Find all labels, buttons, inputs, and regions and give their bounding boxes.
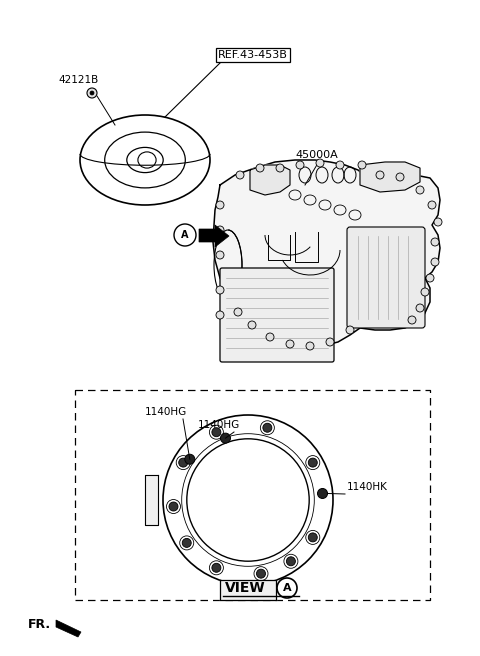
Circle shape bbox=[216, 311, 224, 319]
Circle shape bbox=[169, 502, 178, 511]
Circle shape bbox=[408, 316, 416, 324]
Circle shape bbox=[179, 458, 188, 467]
Polygon shape bbox=[250, 165, 290, 195]
Text: VIEW: VIEW bbox=[225, 581, 265, 595]
Text: REF.43-453B: REF.43-453B bbox=[218, 50, 288, 60]
Text: FR.: FR. bbox=[28, 619, 51, 632]
Text: 1140HK: 1140HK bbox=[347, 482, 388, 492]
Text: A: A bbox=[283, 583, 291, 593]
Circle shape bbox=[308, 533, 317, 542]
Circle shape bbox=[187, 439, 309, 561]
Polygon shape bbox=[220, 580, 276, 600]
Text: 1140HG: 1140HG bbox=[145, 407, 187, 417]
Circle shape bbox=[212, 564, 221, 572]
Circle shape bbox=[396, 173, 404, 181]
Polygon shape bbox=[56, 620, 81, 637]
Circle shape bbox=[306, 342, 314, 350]
Circle shape bbox=[216, 226, 224, 234]
Circle shape bbox=[428, 201, 436, 209]
Circle shape bbox=[286, 340, 294, 348]
Circle shape bbox=[236, 171, 244, 179]
Circle shape bbox=[317, 489, 327, 499]
Circle shape bbox=[308, 458, 317, 467]
Text: 1140HG: 1140HG bbox=[198, 420, 240, 430]
Circle shape bbox=[90, 91, 94, 95]
Circle shape bbox=[216, 286, 224, 294]
Circle shape bbox=[431, 238, 439, 246]
Polygon shape bbox=[213, 160, 440, 348]
Circle shape bbox=[287, 557, 295, 565]
Circle shape bbox=[212, 428, 221, 437]
Circle shape bbox=[263, 423, 272, 432]
Circle shape bbox=[276, 164, 284, 172]
FancyBboxPatch shape bbox=[220, 268, 334, 362]
Circle shape bbox=[185, 454, 195, 464]
Circle shape bbox=[336, 161, 344, 169]
Circle shape bbox=[346, 326, 354, 334]
Circle shape bbox=[296, 161, 304, 169]
Circle shape bbox=[421, 288, 429, 296]
Text: 42121B: 42121B bbox=[58, 75, 98, 85]
Polygon shape bbox=[145, 475, 158, 525]
FancyBboxPatch shape bbox=[347, 227, 425, 328]
Circle shape bbox=[216, 201, 224, 209]
Text: 45000A: 45000A bbox=[295, 150, 338, 160]
Polygon shape bbox=[199, 225, 229, 247]
Circle shape bbox=[256, 164, 264, 172]
Circle shape bbox=[376, 171, 384, 179]
Circle shape bbox=[434, 218, 442, 226]
Circle shape bbox=[87, 88, 97, 98]
Text: A: A bbox=[181, 230, 189, 240]
Circle shape bbox=[416, 304, 424, 312]
Circle shape bbox=[416, 186, 424, 194]
Polygon shape bbox=[360, 162, 420, 192]
Circle shape bbox=[234, 308, 242, 316]
Circle shape bbox=[182, 539, 191, 547]
Circle shape bbox=[316, 159, 324, 167]
Circle shape bbox=[220, 433, 230, 443]
Circle shape bbox=[256, 569, 265, 578]
Circle shape bbox=[426, 274, 434, 282]
Circle shape bbox=[358, 161, 366, 169]
Circle shape bbox=[248, 321, 256, 329]
Circle shape bbox=[266, 333, 274, 341]
Circle shape bbox=[326, 338, 334, 346]
Circle shape bbox=[431, 258, 439, 266]
Circle shape bbox=[216, 251, 224, 259]
